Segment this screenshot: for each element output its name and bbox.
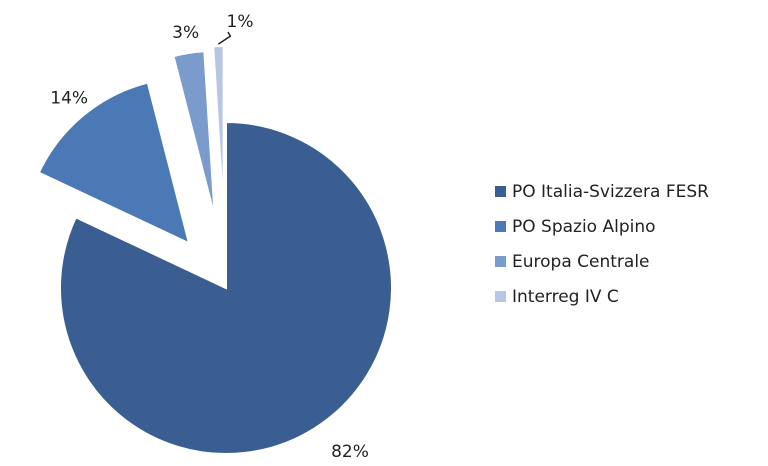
pie: 82% 14% 3% 1%: [37, 12, 393, 462]
legend-swatch: [495, 256, 506, 267]
pie-slice: [212, 45, 225, 213]
legend-label: Europa Centrale: [512, 252, 650, 272]
pie-slice: [172, 50, 216, 218]
legend: PO Italia-Svizzera FESR PO Spazio Alpino E…: [495, 182, 709, 307]
legend-swatch: [495, 221, 506, 232]
leader-line: [217, 31, 232, 45]
pie-slice: [37, 81, 191, 246]
data-label: 14%: [50, 88, 88, 108]
legend-label: PO Italia-Svizzera FESR: [512, 182, 709, 202]
data-label: 82%: [331, 442, 369, 462]
legend-label: Interreg IV C: [512, 287, 619, 307]
data-label: 1%: [227, 12, 254, 32]
pie-slice: [59, 120, 393, 455]
legend-label: PO Spazio Alpino: [512, 217, 656, 237]
legend-swatch: [495, 186, 506, 197]
data-label: 3%: [172, 23, 199, 43]
legend-swatch: [495, 291, 506, 302]
